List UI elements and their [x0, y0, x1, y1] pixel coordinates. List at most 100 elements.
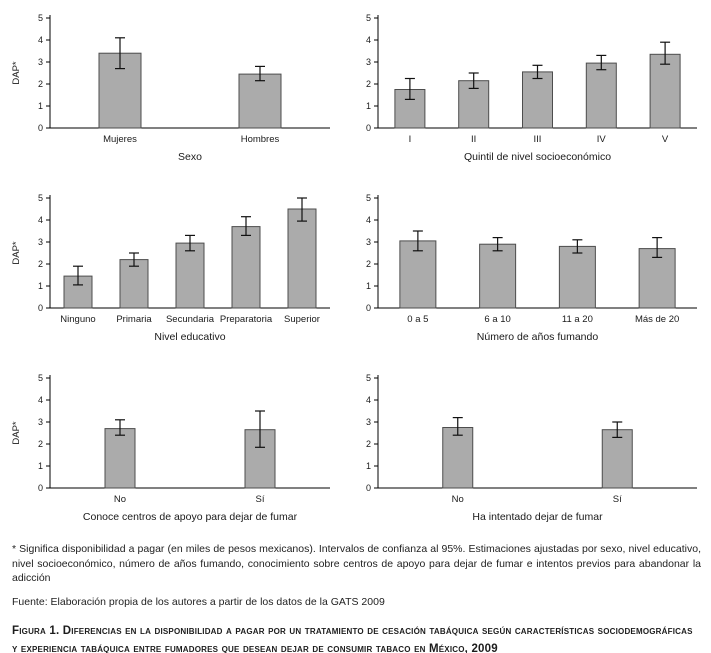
bar	[399, 240, 437, 309]
y-axis-title: DAP*	[11, 421, 22, 445]
y-tick-label: 0	[38, 303, 43, 313]
chart-sexo: 0 1 2 3 4 5 DAP* Mujeres Hombres Sexo	[8, 8, 338, 166]
bar-group: Hombres	[238, 65, 282, 145]
bar-group: I	[394, 77, 426, 145]
category-label: Ninguno	[60, 314, 95, 325]
bar	[601, 429, 633, 489]
y-tick-label: 5	[38, 373, 43, 383]
bar-group: V	[649, 41, 681, 145]
y-tick-label: 4	[366, 395, 371, 405]
category-label: V	[662, 134, 669, 145]
category-label: Sí	[256, 494, 265, 505]
chart-conoce-centros-svg: 0 1 2 3 4 5 DAP* No Sí Conoce centros de apoyo pa…	[11, 373, 330, 523]
category-label: Mujeres	[103, 134, 137, 145]
chart-anos-fumando: 0 1 2 3 4 5 0 a 5 6 a 10 11 a 20 Más de 20 Número …	[350, 188, 705, 346]
bar	[175, 242, 205, 309]
bar	[558, 245, 596, 309]
x-axis-title: Número de años fumando	[477, 331, 599, 343]
bar-group: Secundaria	[166, 234, 215, 325]
bar	[238, 73, 282, 129]
bar-group: IV	[585, 54, 617, 145]
y-tick-label: 3	[38, 417, 43, 427]
chart-anos-fumando-svg: 0 1 2 3 4 5 0 a 5 6 a 10 11 a 20 Más de 20 Número …	[366, 193, 697, 343]
y-tick-label: 2	[366, 439, 371, 449]
category-label: Secundaria	[166, 314, 215, 325]
category-label: 11 a 20	[562, 314, 593, 325]
y-tick-label: 1	[38, 281, 43, 291]
category-label: No	[114, 494, 126, 505]
chart-ha-intentado-svg: 0 1 2 3 4 5 No Sí Ha intentado dejar de fumar	[366, 373, 697, 523]
bar-group: 11 a 20	[558, 239, 596, 325]
bar	[649, 53, 681, 129]
x-axis-title: Nivel educativo	[154, 331, 225, 343]
y-tick-label: 0	[366, 483, 371, 493]
y-tick-label: 3	[38, 57, 43, 67]
y-tick-label: 1	[366, 101, 371, 111]
y-axis-title: DAP*	[11, 61, 22, 85]
bar-group: Más de 20	[635, 236, 679, 325]
bar-group: III	[522, 64, 553, 145]
category-label: II	[471, 134, 476, 145]
bar-group: No	[104, 419, 136, 505]
source-line: Fuente: Elaboración propia de los autore…	[12, 596, 385, 609]
y-tick-label: 1	[366, 281, 371, 291]
category-label: No	[452, 494, 464, 505]
category-label: I	[409, 134, 412, 145]
y-tick-label: 1	[38, 101, 43, 111]
x-axis-title: Ha intentado dejar de fumar	[472, 511, 603, 523]
bar	[442, 427, 474, 489]
figure-caption: Figura 1. Diferencias en la disponibilid…	[12, 625, 693, 653]
bar	[104, 428, 136, 489]
bar-group: Sí	[244, 410, 276, 505]
bar-group: Primaria	[116, 252, 152, 325]
y-tick-label: 1	[38, 461, 43, 471]
y-tick-label: 2	[38, 439, 43, 449]
y-tick-label: 2	[38, 79, 43, 89]
y-tick-label: 0	[38, 123, 43, 133]
category-label: Hombres	[241, 134, 280, 145]
category-label: Superior	[284, 314, 320, 325]
y-tick-label: 2	[38, 259, 43, 269]
y-tick-label: 3	[366, 57, 371, 67]
y-tick-label: 3	[366, 237, 371, 247]
y-tick-label: 0	[366, 303, 371, 313]
bar	[479, 243, 517, 309]
y-tick-label: 3	[366, 417, 371, 427]
chart-quintil-socioeconomico: 0 1 2 3 4 5 I II III IV V Quintil de nivel socioeco…	[350, 8, 705, 166]
y-tick-label: 4	[38, 215, 43, 225]
chart-sexo-svg: 0 1 2 3 4 5 DAP* Mujeres Hombres Sexo	[11, 13, 330, 163]
chart-nivel-educativo: 0 1 2 3 4 5 DAP* Ninguno Primaria Secundaria Prepa…	[8, 188, 338, 346]
y-tick-label: 1	[366, 461, 371, 471]
bar-group: Ninguno	[60, 265, 96, 325]
y-tick-label: 4	[38, 395, 43, 405]
bar-group: II	[458, 72, 490, 145]
y-tick-label: 5	[366, 373, 371, 383]
y-tick-label: 5	[38, 13, 43, 23]
y-tick-label: 5	[38, 193, 43, 203]
bar	[585, 62, 617, 129]
bar	[119, 259, 149, 309]
y-tick-label: 0	[366, 123, 371, 133]
y-tick-label: 2	[366, 79, 371, 89]
bar-group: Sí	[601, 421, 633, 505]
category-label: Primaria	[116, 314, 152, 325]
y-tick-label: 5	[366, 13, 371, 23]
category-label: Más de 20	[635, 314, 679, 325]
bar	[522, 71, 553, 129]
bar-group: Superior	[284, 197, 320, 325]
bar-group: No	[442, 416, 474, 505]
bar-group: Preparatoria	[220, 216, 273, 325]
y-tick-label: 4	[366, 35, 371, 45]
y-axis-title: DAP*	[11, 241, 22, 265]
y-tick-label: 3	[38, 237, 43, 247]
bar	[638, 248, 676, 309]
charts-grid: 0 1 2 3 4 5 DAP* Mujeres Hombres Sexo 0 1 2 3 4 5 I II II…	[8, 8, 705, 526]
chart-conoce-centros: 0 1 2 3 4 5 DAP* No Sí Conoce centros de apoyo pa…	[8, 368, 338, 526]
bar	[231, 226, 261, 309]
category-label: Sí	[613, 494, 622, 505]
x-axis-title: Quintil de nivel socioeconómico	[464, 151, 611, 163]
chart-ha-intentado: 0 1 2 3 4 5 No Sí Ha intentado dejar de fumar	[350, 368, 705, 526]
category-label: 6 a 10	[484, 314, 510, 325]
